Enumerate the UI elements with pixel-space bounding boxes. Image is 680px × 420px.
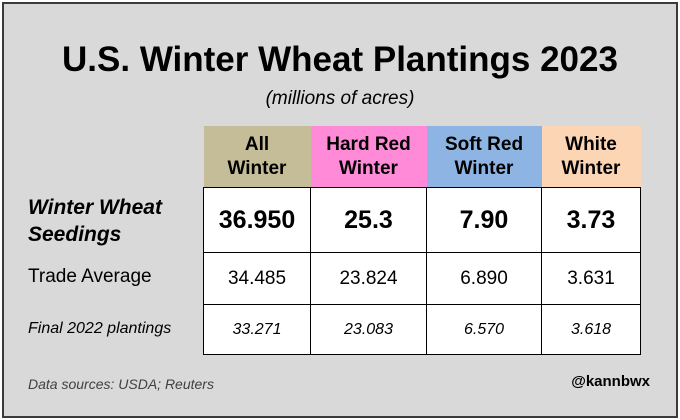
chart-subtitle: (millions of acres) bbox=[265, 88, 415, 109]
final-2022-soft-red-value: 6.570 bbox=[426, 304, 542, 355]
header-all-winter-line1: All bbox=[244, 133, 270, 155]
header-hard-red-winter-line1: Hard Red bbox=[326, 133, 411, 155]
seedings-soft-red-value: 7.90 bbox=[426, 187, 542, 253]
row-label-seedings-line2: Seedings bbox=[28, 223, 122, 246]
header-soft-red-winter-line1: Soft Red bbox=[444, 133, 524, 155]
row-label-final-2022: Final 2022 plantings bbox=[28, 320, 172, 337]
data-source-note: Data sources: USDA; Reuters bbox=[28, 376, 214, 392]
row-label-seedings-line1: Winter Wheat bbox=[28, 196, 162, 219]
header-hard-red-winter: Hard Red Winter bbox=[310, 126, 427, 188]
header-row: All Winter Hard Red Winter Soft Red Wint… bbox=[203, 126, 641, 188]
row-label-seedings: Winter Wheat Seedings bbox=[28, 194, 162, 248]
seedings-hard-red-value: 25.3 bbox=[310, 187, 427, 253]
final-2022-white-value: 3.618 bbox=[541, 304, 641, 355]
header-white-winter-line1: White bbox=[565, 133, 617, 155]
header-all-winter-line2: Winter bbox=[227, 157, 287, 179]
chart-title: U.S. Winter Wheat Plantings 2023 bbox=[62, 40, 618, 79]
trade-avg-white-value: 3.631 bbox=[541, 252, 641, 305]
header-soft-red-winter: Soft Red Winter bbox=[426, 126, 542, 188]
table-row-seedings: 36.950 25.3 7.90 3.73 bbox=[203, 187, 641, 253]
header-soft-red-winter-line2: Winter bbox=[454, 157, 514, 179]
trade-avg-hard-red-value: 23.824 bbox=[310, 252, 427, 305]
table-row-final-2022: 33.271 23.083 6.570 3.618 bbox=[203, 304, 641, 355]
header-all-winter: All Winter bbox=[203, 126, 311, 188]
header-white-winter: White Winter bbox=[541, 126, 641, 188]
trade-avg-all-winter-value: 34.485 bbox=[203, 252, 311, 305]
header-hard-red-winter-line2: Winter bbox=[339, 157, 398, 179]
final-2022-all-winter-value: 33.271 bbox=[203, 304, 311, 355]
row-label-trade-average: Trade Average bbox=[28, 266, 152, 287]
author-handle: @kannbwx bbox=[571, 373, 650, 390]
seedings-all-winter-value: 36.950 bbox=[203, 187, 311, 253]
header-white-winter-line2: Winter bbox=[561, 157, 621, 179]
table-row-trade-average: 34.485 23.824 6.890 3.631 bbox=[203, 252, 641, 305]
trade-avg-soft-red-value: 6.890 bbox=[426, 252, 542, 305]
seedings-white-value: 3.73 bbox=[541, 187, 641, 253]
final-2022-hard-red-value: 23.083 bbox=[310, 304, 427, 355]
data-table: All Winter Hard Red Winter Soft Red Wint… bbox=[203, 126, 641, 355]
